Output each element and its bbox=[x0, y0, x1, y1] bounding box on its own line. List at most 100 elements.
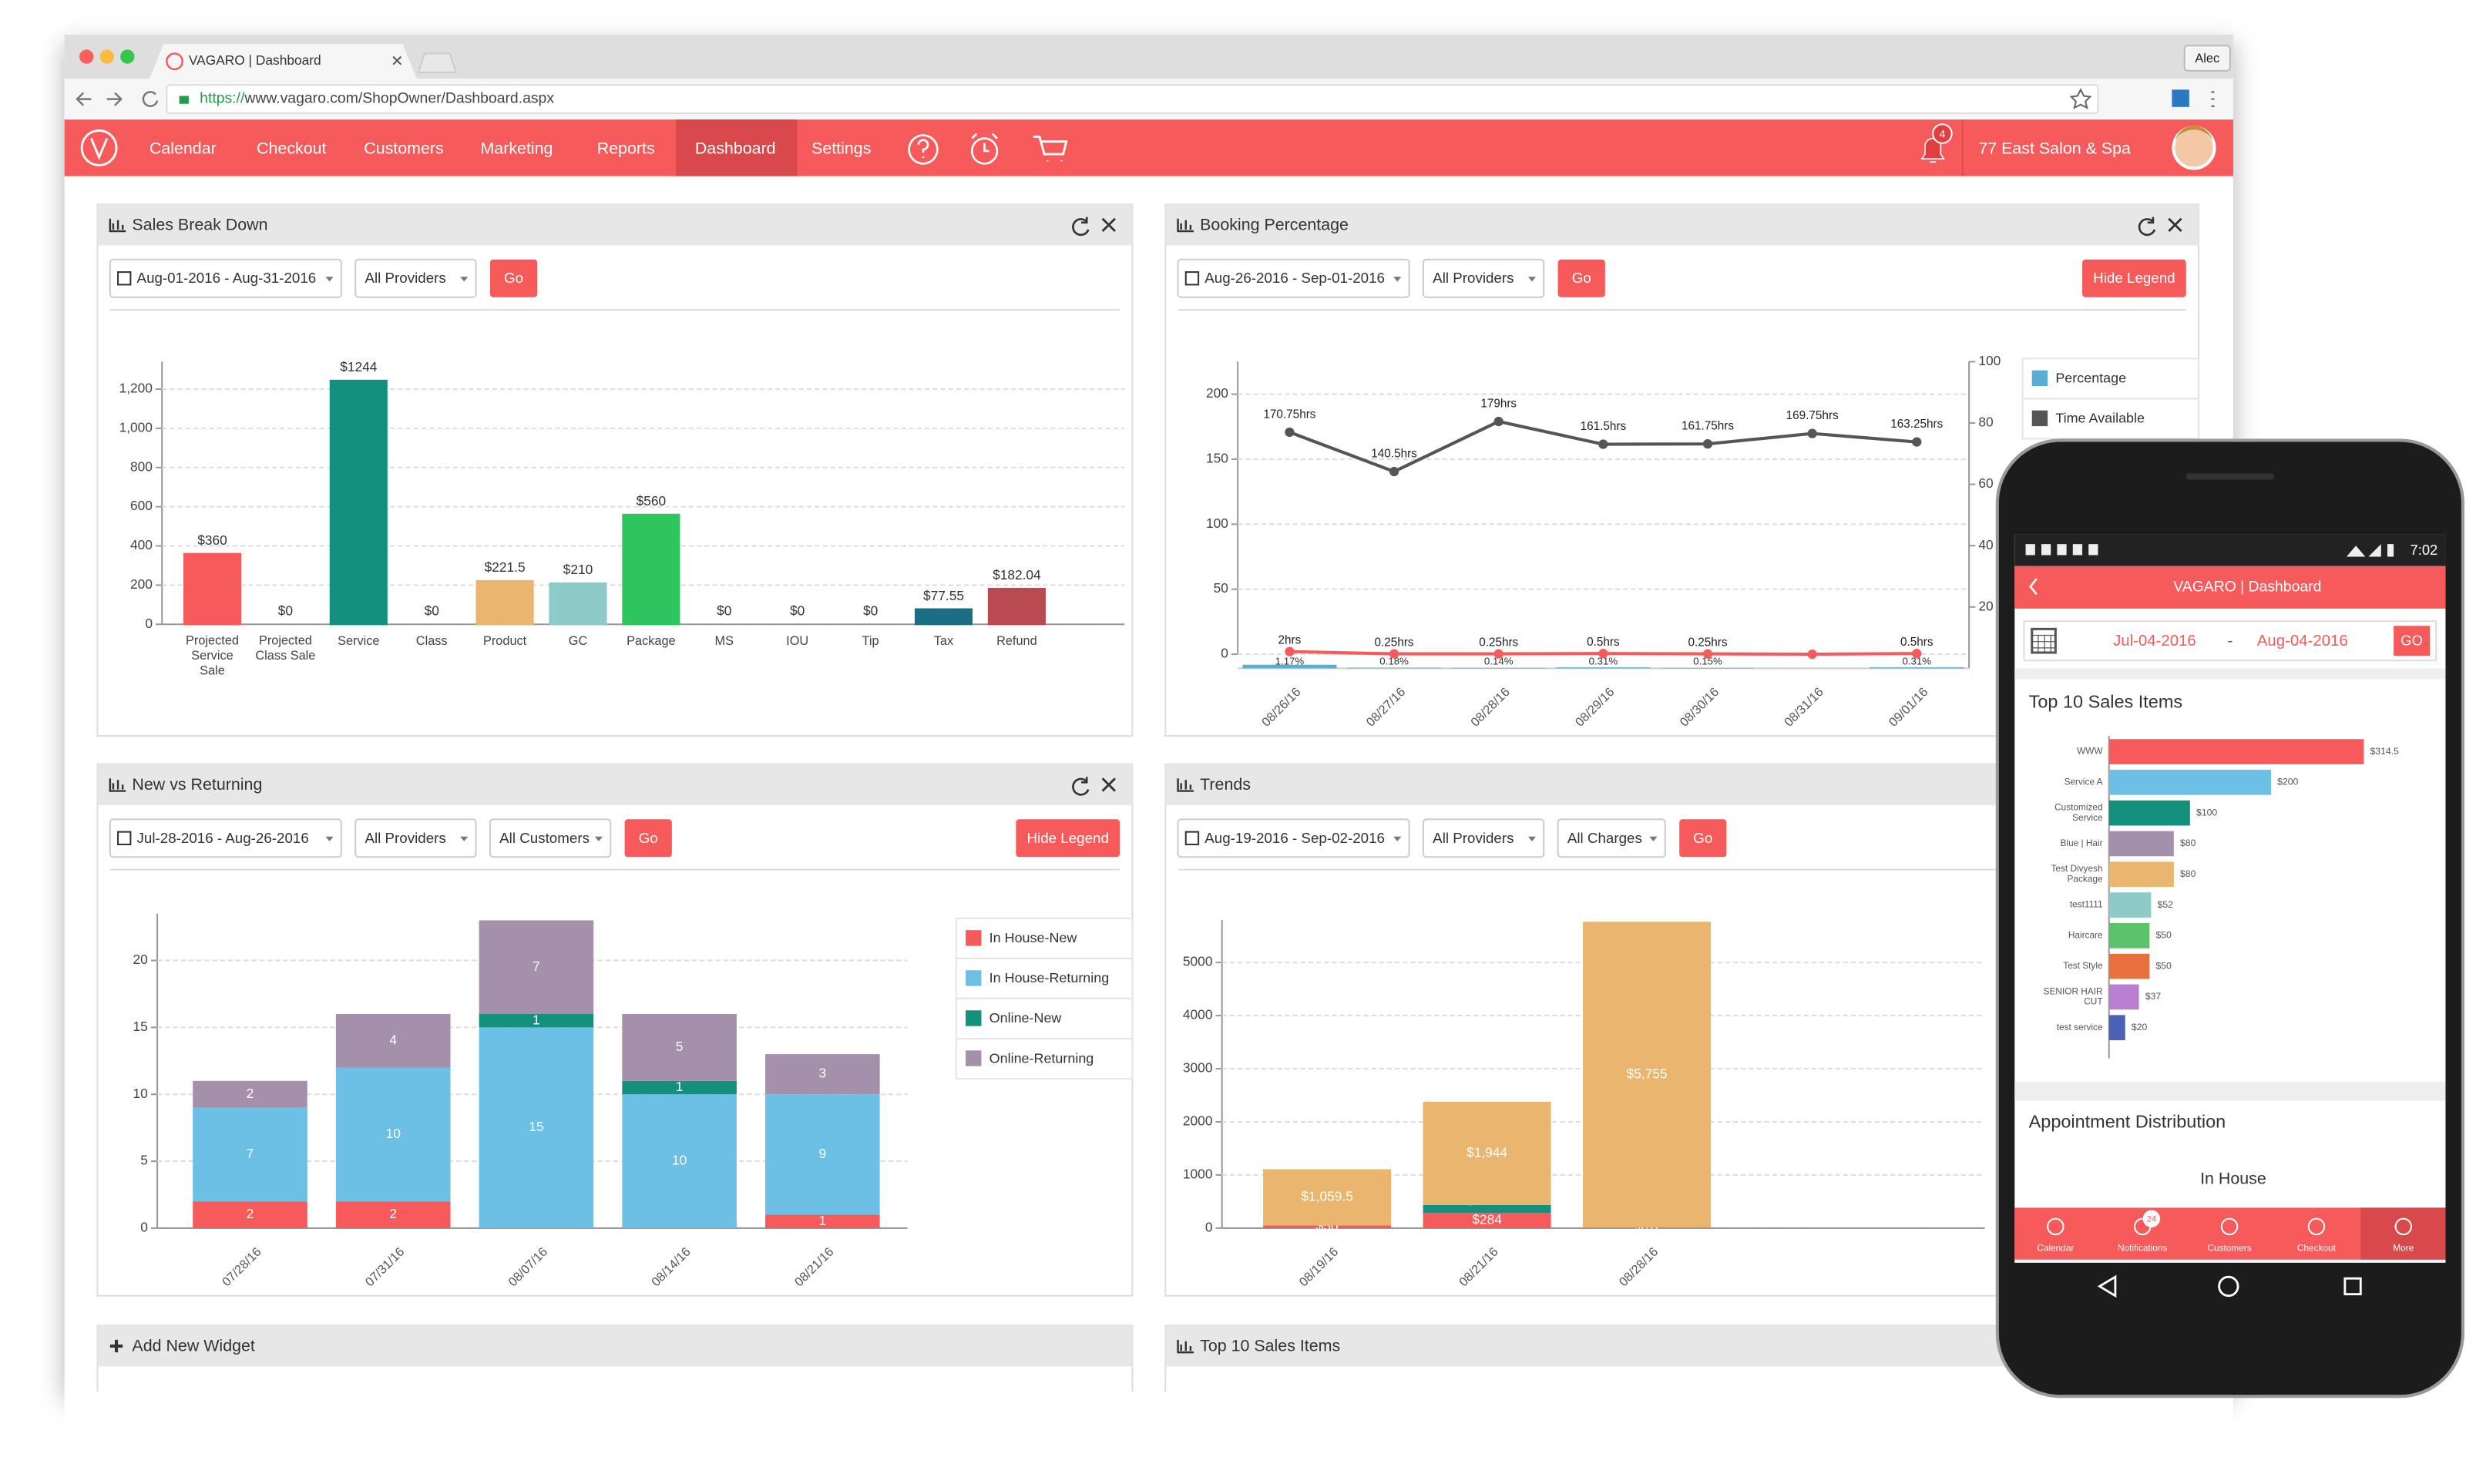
filter-text: All Providers bbox=[365, 830, 445, 846]
nav-item[interactable]: Calendar bbox=[150, 139, 217, 158]
date-range[interactable] bbox=[1177, 818, 1410, 858]
bar bbox=[1556, 667, 1651, 669]
cart-icon[interactable] bbox=[1033, 136, 1068, 162]
bar-segment bbox=[765, 1054, 880, 1095]
alarm-icon[interactable] bbox=[970, 137, 999, 165]
nav-item[interactable]: Settings bbox=[811, 139, 871, 158]
data-label: $1,059.5 bbox=[1301, 1189, 1352, 1204]
url-field[interactable] bbox=[166, 84, 2099, 114]
x-tick-label: Service bbox=[338, 634, 379, 648]
date-range[interactable] bbox=[1177, 258, 1410, 298]
bar bbox=[2108, 1015, 2125, 1041]
data-label: $37 bbox=[2145, 991, 2162, 1002]
user-badge[interactable] bbox=[2183, 45, 2231, 72]
nav-item[interactable]: Marketing bbox=[480, 139, 553, 158]
go-button[interactable] bbox=[1557, 259, 1605, 297]
tab[interactable] bbox=[149, 44, 417, 79]
business-name[interactable]: 77 East Salon & Spa bbox=[1978, 139, 2131, 158]
data-label: 1.17% bbox=[1275, 656, 1305, 667]
data-label: 161.5hrs bbox=[1581, 420, 1627, 433]
bar bbox=[2108, 953, 2150, 979]
go-button[interactable] bbox=[2394, 626, 2431, 656]
android-recent[interactable] bbox=[2343, 1277, 2362, 1296]
close-icon[interactable] bbox=[1101, 217, 1116, 233]
dropdown[interactable] bbox=[1422, 258, 1545, 298]
close-icon[interactable] bbox=[2168, 217, 2182, 233]
nav-item[interactable]: Checkout bbox=[257, 139, 326, 158]
refresh-icon[interactable] bbox=[1072, 217, 1090, 237]
go-button[interactable] bbox=[624, 819, 672, 858]
refresh-icon[interactable] bbox=[2138, 217, 2156, 237]
dropdown[interactable] bbox=[1422, 818, 1545, 858]
dropdown[interactable] bbox=[354, 258, 477, 298]
android-home[interactable] bbox=[2218, 1275, 2239, 1298]
nav-item[interactable]: Reports bbox=[597, 139, 655, 158]
reload[interactable] bbox=[142, 91, 159, 107]
tab-label[interactable]: More bbox=[2393, 1243, 2414, 1254]
bar-segment bbox=[765, 1094, 880, 1215]
tab-icon[interactable] bbox=[2307, 1217, 2326, 1236]
legend-swatch bbox=[2031, 410, 2048, 427]
tab-close[interactable] bbox=[392, 55, 402, 65]
bar bbox=[2108, 770, 2271, 795]
window-button[interactable] bbox=[120, 49, 135, 64]
tab-label[interactable]: Checkout bbox=[2297, 1243, 2337, 1254]
dropdown[interactable] bbox=[489, 818, 612, 858]
bookmark-star[interactable] bbox=[2069, 88, 2092, 109]
bar bbox=[2108, 739, 2364, 764]
nav-item[interactable]: Customers bbox=[364, 139, 444, 158]
go-label: Go bbox=[1572, 270, 1591, 286]
refresh-icon[interactable] bbox=[1072, 777, 1090, 796]
help-icon[interactable] bbox=[908, 134, 939, 165]
date-row[interactable] bbox=[2023, 620, 2437, 662]
date-range[interactable] bbox=[109, 818, 342, 858]
date-range[interactable] bbox=[109, 258, 342, 298]
tab-label[interactable]: Customers bbox=[2207, 1243, 2251, 1254]
bar bbox=[987, 587, 1046, 626]
chart-icon bbox=[1177, 218, 1194, 233]
widget-title: Top 10 Sales Items bbox=[1200, 1337, 1340, 1355]
tab-icon[interactable] bbox=[2047, 1217, 2065, 1236]
y-tick-label: 0 bbox=[1221, 646, 1228, 661]
legend-toggle[interactable] bbox=[1016, 819, 1120, 858]
y-tick-label: 1000 bbox=[1183, 1167, 1213, 1182]
point bbox=[1807, 428, 1817, 438]
data-label: $0 bbox=[717, 603, 731, 618]
status-icon bbox=[2057, 544, 2067, 556]
window-button[interactable] bbox=[79, 49, 94, 64]
data-label: 15 bbox=[529, 1119, 543, 1134]
window-button[interactable] bbox=[99, 49, 114, 64]
legend-toggle[interactable] bbox=[2082, 259, 2186, 297]
go-button[interactable] bbox=[1679, 819, 1727, 858]
caret bbox=[1393, 836, 1402, 841]
y-tick-label: 800 bbox=[130, 458, 153, 474]
data-label: 7 bbox=[533, 959, 540, 974]
widget-title: Sales Break Down bbox=[132, 216, 267, 234]
status-icon bbox=[2088, 544, 2098, 556]
point bbox=[1389, 649, 1399, 659]
tab-icon[interactable] bbox=[2394, 1217, 2412, 1236]
data-label: $0 bbox=[863, 603, 878, 618]
nav-bar bbox=[64, 119, 2233, 176]
y-tick-label: 150 bbox=[1206, 451, 1228, 466]
go-button[interactable] bbox=[489, 259, 538, 297]
data-label: 170.75hrs bbox=[1263, 408, 1315, 421]
nav-item[interactable]: Dashboard bbox=[695, 139, 776, 158]
nav-arrows[interactable] bbox=[76, 92, 123, 106]
close-icon[interactable] bbox=[1101, 777, 1116, 792]
tab-label[interactable]: Notifications bbox=[2118, 1243, 2168, 1254]
android-back[interactable] bbox=[2097, 1274, 2117, 1298]
tab-label[interactable]: Calendar bbox=[2037, 1243, 2074, 1254]
new-tab[interactable] bbox=[417, 52, 458, 73]
y-tick-label: 50 bbox=[1214, 580, 1228, 596]
dropdown[interactable] bbox=[354, 818, 477, 858]
back-icon[interactable] bbox=[2028, 578, 2038, 596]
dropdown[interactable] bbox=[1557, 818, 1666, 858]
y-tick-label: Test Divyesh Package bbox=[2051, 863, 2103, 884]
data-label: $221.5 bbox=[485, 559, 526, 575]
tab-icon[interactable] bbox=[2220, 1217, 2239, 1236]
extension[interactable] bbox=[2172, 89, 2189, 107]
calendar-icon bbox=[1184, 271, 1200, 286]
avatar-hair bbox=[2175, 126, 2213, 145]
y-tick-label: 40 bbox=[1978, 537, 1993, 552]
